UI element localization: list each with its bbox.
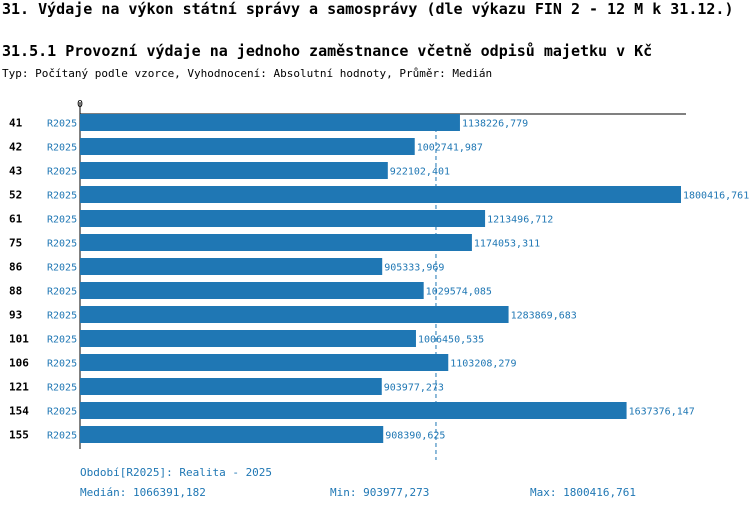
- data-label: 1029574,085: [426, 287, 492, 298]
- series-label: R2025: [47, 431, 77, 442]
- bar: [80, 210, 486, 227]
- series-label: R2025: [47, 407, 77, 418]
- chart-subtitle: 31.5.1 Provozní výdaje na jednoho zaměst…: [2, 42, 653, 60]
- bar: [80, 354, 449, 371]
- category-label: 88: [9, 285, 22, 298]
- data-label: 1283869,683: [511, 311, 577, 322]
- data-label: 1138226,779: [462, 119, 528, 130]
- category-label: 52: [9, 189, 22, 202]
- data-label: 1637376,147: [629, 407, 695, 418]
- category-label: 121: [9, 381, 29, 394]
- category-label: 93: [9, 309, 22, 322]
- bar: [80, 138, 415, 155]
- x-tick-label: 0: [77, 99, 83, 110]
- category-label: 61: [9, 213, 23, 226]
- category-label: 154: [9, 405, 29, 418]
- bar: [80, 306, 509, 323]
- bar: [80, 282, 424, 299]
- series-label: R2025: [47, 239, 77, 250]
- footer-min: Min: 903977,273: [330, 486, 430, 499]
- series-label: R2025: [47, 191, 77, 202]
- data-label: 905333,969: [384, 263, 444, 274]
- bar: [80, 186, 681, 203]
- footer-max: Max: 1800416,761: [530, 486, 636, 499]
- series-label: R2025: [47, 335, 77, 346]
- footer-median: Medián: 1066391,182: [80, 486, 206, 499]
- bar: [80, 234, 472, 251]
- category-label: 42: [9, 141, 22, 154]
- category-label: 41: [9, 117, 23, 130]
- page-title: 31. Výdaje na výkon státní správy a samo…: [2, 0, 734, 18]
- category-label: 101: [9, 333, 29, 346]
- category-label: 86: [9, 261, 23, 274]
- category-label: 155: [9, 429, 29, 442]
- bar: [80, 162, 388, 179]
- data-label: 922102,401: [390, 167, 450, 178]
- bar: [80, 378, 382, 395]
- series-label: R2025: [47, 287, 77, 298]
- series-label: R2025: [47, 359, 77, 370]
- bar: [80, 330, 416, 347]
- bar: [80, 402, 627, 419]
- bar: [80, 426, 384, 443]
- series-label: R2025: [47, 263, 77, 274]
- chart-type-description: Typ: Počítaný podle vzorce, Vyhodnocení:…: [2, 67, 493, 80]
- data-label: 1002741,987: [417, 143, 483, 154]
- data-label: 1006450,535: [418, 335, 484, 346]
- series-label: R2025: [47, 215, 77, 226]
- series-label: R2025: [47, 143, 77, 154]
- data-label: 908390,625: [385, 431, 445, 442]
- bar: [80, 258, 383, 275]
- series-label: R2025: [47, 383, 77, 394]
- series-label: R2025: [47, 119, 77, 130]
- category-label: 75: [9, 237, 22, 250]
- series-label: R2025: [47, 311, 77, 322]
- data-label: 1800416,761: [683, 191, 749, 202]
- data-label: 1213496,712: [487, 215, 553, 226]
- series-label: R2025: [47, 167, 77, 178]
- data-label: 1174053,311: [474, 239, 540, 250]
- category-label: 106: [9, 357, 29, 370]
- bar: [80, 114, 460, 131]
- data-label: 1103208,279: [450, 359, 516, 370]
- category-label: 43: [9, 165, 22, 178]
- footer-period: Období[R2025]: Realita - 2025: [80, 466, 273, 479]
- data-label: 903977,273: [384, 383, 444, 394]
